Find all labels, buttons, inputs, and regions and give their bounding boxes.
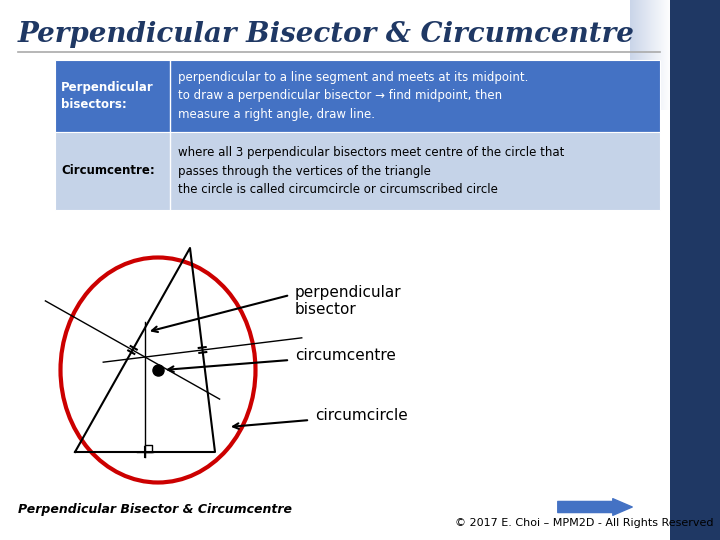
Bar bbox=[641, 0, 642, 110]
Bar bbox=[635, 0, 636, 110]
Bar bbox=[647, 0, 648, 110]
Bar bbox=[658, 0, 659, 110]
Bar bbox=[55, 60, 660, 132]
Text: Perpendicular
bisectors:: Perpendicular bisectors: bbox=[61, 80, 154, 111]
Bar bbox=[661, 0, 662, 110]
Bar bbox=[638, 0, 639, 110]
Bar bbox=[667, 0, 668, 110]
Bar bbox=[656, 0, 657, 110]
Bar bbox=[631, 0, 632, 110]
Text: circumcircle: circumcircle bbox=[315, 408, 408, 423]
Text: © 2017 E. Choi – MPM2D - All Rights Reserved: © 2017 E. Choi – MPM2D - All Rights Rese… bbox=[455, 518, 714, 528]
Bar bbox=[648, 0, 649, 110]
Bar bbox=[670, 0, 720, 540]
Bar bbox=[655, 0, 656, 110]
Bar bbox=[640, 0, 641, 110]
Text: perpendicular
bisector: perpendicular bisector bbox=[295, 285, 402, 318]
Bar bbox=[632, 0, 633, 110]
Bar bbox=[650, 0, 651, 110]
Text: perpendicular to a line segment and meets at its midpoint.
to draw a perpendicul: perpendicular to a line segment and meet… bbox=[178, 71, 528, 121]
Bar bbox=[55, 132, 660, 210]
FancyArrowPatch shape bbox=[558, 498, 632, 515]
Text: Perpendicular Bisector & Circumcentre: Perpendicular Bisector & Circumcentre bbox=[18, 503, 292, 516]
Text: Circumcentre:: Circumcentre: bbox=[61, 165, 155, 178]
Bar bbox=[634, 0, 635, 110]
Bar bbox=[660, 0, 661, 110]
Bar bbox=[630, 0, 631, 110]
Bar bbox=[657, 0, 658, 110]
Text: where all 3 perpendicular bisectors meet centre of the circle that
passes throug: where all 3 perpendicular bisectors meet… bbox=[178, 146, 564, 196]
Bar bbox=[649, 0, 650, 110]
Bar bbox=[637, 0, 638, 110]
Bar bbox=[651, 0, 652, 110]
Bar bbox=[666, 0, 667, 110]
Text: Perpendicular Bisector & Circumcentre: Perpendicular Bisector & Circumcentre bbox=[18, 22, 635, 49]
Bar bbox=[645, 0, 646, 110]
Bar bbox=[644, 0, 645, 110]
Bar bbox=[643, 0, 644, 110]
Bar bbox=[642, 0, 643, 110]
Bar bbox=[639, 0, 640, 110]
Bar bbox=[663, 0, 664, 110]
Bar bbox=[653, 0, 654, 110]
Bar bbox=[664, 0, 665, 110]
Bar bbox=[669, 0, 670, 110]
Bar bbox=[654, 0, 655, 110]
Bar bbox=[665, 0, 666, 110]
Bar bbox=[636, 0, 637, 110]
Bar bbox=[668, 0, 669, 110]
Bar bbox=[633, 0, 634, 110]
Text: circumcentre: circumcentre bbox=[295, 348, 396, 362]
Bar bbox=[646, 0, 647, 110]
Bar bbox=[659, 0, 660, 110]
Bar bbox=[652, 0, 653, 110]
Bar bbox=[662, 0, 663, 110]
